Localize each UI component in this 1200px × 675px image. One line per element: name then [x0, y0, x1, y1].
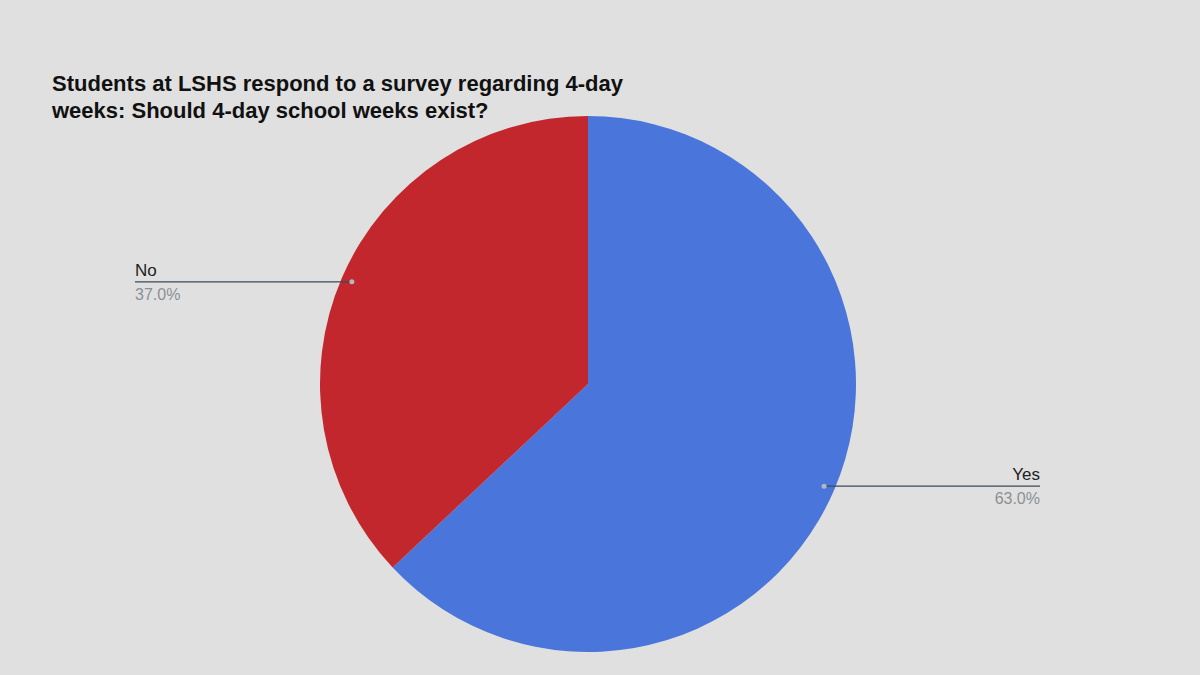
svg-text:63.0%: 63.0% [995, 490, 1040, 507]
svg-text:Yes: Yes [1012, 465, 1040, 484]
html-text:Students at LSHS respond to a: Students at LSHS respond to a survey reg… [52, 71, 623, 123]
svg-text:37.0%: 37.0% [135, 286, 180, 303]
svg-text:No: No [135, 261, 157, 280]
